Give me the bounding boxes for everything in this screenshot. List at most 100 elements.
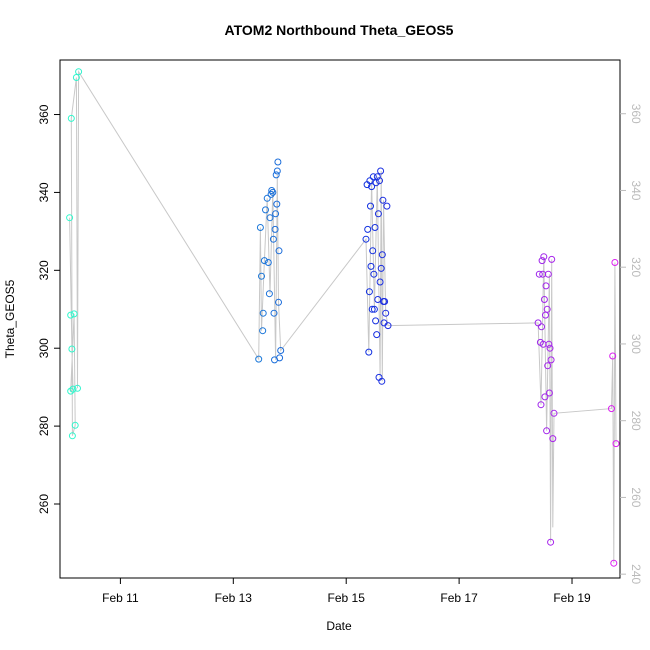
y-tick-label: 360 [37, 104, 51, 124]
data-point [378, 251, 386, 259]
data-point [383, 202, 391, 210]
data-point [256, 224, 264, 231]
x-tick-label: Feb 15 [328, 591, 366, 605]
data-point [255, 355, 263, 363]
data-point [269, 188, 277, 196]
right-y-tick-label: 260 [629, 487, 643, 507]
data-point [540, 253, 548, 261]
data-point [370, 270, 378, 278]
data-point [367, 262, 375, 270]
data-point [259, 309, 267, 317]
y-tick-label: 280 [37, 416, 51, 436]
data-point [275, 247, 283, 255]
data-point [546, 344, 554, 352]
x-tick-label: Feb 19 [553, 591, 591, 605]
data-point [550, 409, 558, 417]
right-y-tick-label: 280 [629, 411, 643, 431]
data-point [543, 427, 551, 435]
y-axis-label: Theta_GEOS5 [3, 279, 17, 358]
right-y-tick-label: 320 [629, 257, 643, 277]
data-point [547, 356, 555, 364]
points-layer [66, 68, 620, 567]
data-point [365, 288, 373, 296]
y-tick-label: 340 [37, 182, 51, 202]
data-point [547, 538, 555, 546]
data-point [381, 298, 389, 305]
data-point [540, 296, 548, 303]
data-point [534, 319, 542, 327]
data-point [262, 206, 269, 214]
data-point [274, 158, 282, 166]
data-point [543, 305, 551, 313]
data-point [379, 196, 387, 204]
data-point [368, 305, 376, 313]
data-point [69, 385, 77, 393]
data-point [372, 317, 380, 325]
data-point [376, 278, 384, 286]
x-tick-label: Feb 11 [102, 591, 139, 605]
data-point [535, 270, 543, 278]
data-point [67, 114, 75, 122]
data-point [68, 432, 76, 440]
data-point [544, 270, 552, 278]
plot-frame [59, 59, 621, 579]
right-y-tick-label: 340 [629, 180, 643, 200]
data-point [541, 393, 549, 401]
data-point [260, 257, 268, 265]
data-point [264, 259, 272, 266]
data-point [263, 194, 271, 202]
data-point [371, 224, 379, 231]
data-point [365, 348, 373, 356]
right-y-tick-label: 360 [629, 104, 643, 124]
data-point [538, 257, 546, 265]
data-point [265, 290, 273, 298]
data-point [362, 235, 370, 243]
data-point [273, 200, 281, 208]
data-point [258, 272, 265, 280]
right-y-tick-label: 240 [629, 564, 643, 584]
data-point [374, 210, 382, 218]
data-point [368, 183, 376, 191]
data-point [259, 327, 267, 335]
data-point [548, 255, 556, 263]
data-point [364, 225, 372, 233]
data-point [545, 340, 553, 348]
data-point [377, 264, 385, 272]
data-point [74, 384, 81, 392]
data-point [377, 167, 385, 175]
data-point [70, 310, 78, 318]
data-point [273, 167, 281, 175]
data-point [71, 421, 79, 429]
data-point [549, 435, 557, 443]
data-point [545, 389, 553, 397]
data-point [384, 322, 392, 330]
data-point [537, 401, 545, 409]
y-axis: 260 280 300 320 340 360 [37, 104, 60, 514]
data-point [272, 171, 280, 179]
right-y-axis: 240 260 280 300 320 340 360 [620, 104, 643, 584]
data-point [373, 331, 381, 339]
data-point [75, 68, 83, 76]
y-tick-label: 260 [37, 494, 51, 514]
data-point [272, 210, 280, 218]
connector-layer [69, 69, 617, 564]
x-tick-label: Feb 17 [440, 591, 478, 605]
data-point [611, 259, 619, 266]
data-point [376, 177, 383, 185]
data-point [369, 173, 377, 181]
data-point [72, 74, 80, 81]
data-point [608, 405, 615, 413]
data-point [538, 323, 545, 331]
data-point [266, 214, 274, 222]
connector-line [69, 69, 617, 564]
y-tick-label: 300 [37, 338, 51, 358]
x-axis: Feb 11 Feb 13 Feb 15 Feb 17 Feb 19 [102, 577, 591, 605]
data-point [609, 352, 617, 360]
data-point [373, 173, 381, 181]
data-point [544, 362, 552, 370]
data-point [67, 387, 75, 395]
data-point [269, 235, 277, 243]
x-tick-label: Feb 13 [215, 591, 253, 605]
data-point [378, 377, 386, 385]
